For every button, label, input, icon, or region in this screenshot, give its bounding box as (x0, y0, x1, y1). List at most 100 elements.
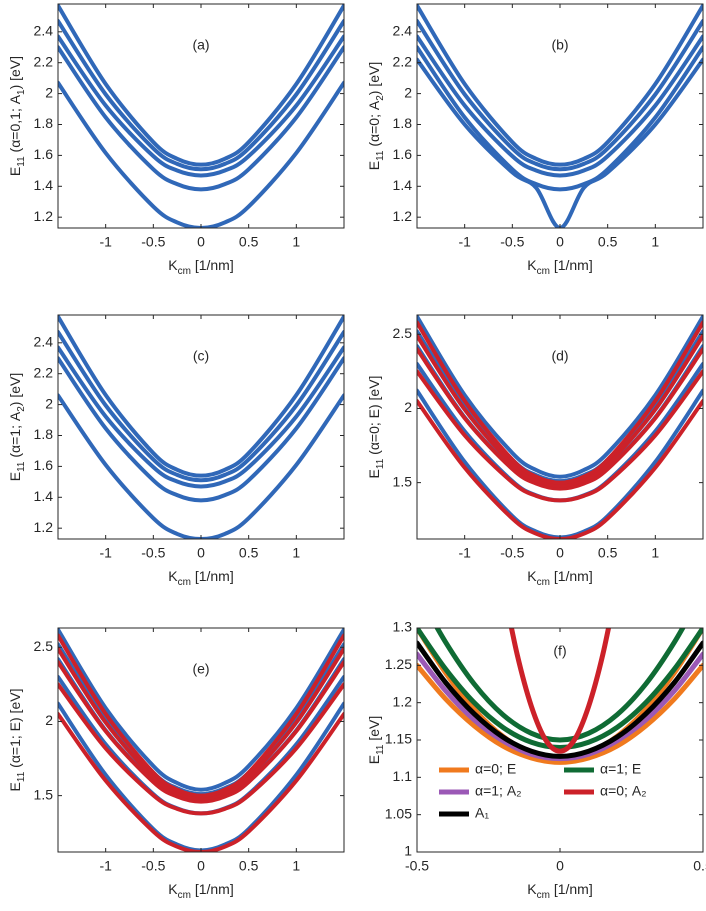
y-axis-label-part: 11 (16, 461, 27, 472)
x-axis-label-part: K (168, 257, 178, 273)
y-axis-label: E11 (α=1; E) [eV] (7, 689, 27, 792)
x-axis-label-part: cm (178, 266, 191, 277)
y-axis-label-part: 11 (375, 150, 386, 161)
x-axis-label-part: K (527, 881, 537, 897)
y-tick-label: 2.2 (393, 53, 413, 69)
x-tick-label: 0.5 (239, 858, 259, 874)
x-tick-label: -0.5 (500, 234, 524, 250)
curve (417, 18, 703, 172)
panel-label: (d) (551, 348, 568, 364)
y-axis-label-part: 11 (16, 771, 27, 782)
y-axis-label-part: 2 (375, 95, 386, 101)
x-tick-label: -1 (99, 858, 112, 874)
y-tick-label: 1.8 (34, 115, 54, 131)
x-tick-label: 0.5 (693, 858, 706, 874)
y-tick-label: 1.15 (385, 731, 412, 747)
y-tick-label: 2.2 (34, 364, 54, 380)
y-axis-label-part: 1 (16, 89, 27, 95)
y-tick-label: 2.2 (34, 53, 54, 69)
curve (417, 315, 703, 479)
x-axis-label-part: [1/nm] (191, 568, 234, 584)
y-tick-label: 1.05 (385, 805, 412, 821)
y-axis-label-part: E (7, 167, 23, 176)
x-tick-label: 1 (292, 858, 300, 874)
curve (58, 34, 344, 178)
curve (58, 657, 344, 803)
curve (417, 57, 703, 228)
x-tick-label: 0 (197, 234, 205, 250)
curve (417, 320, 703, 485)
curve (58, 345, 344, 489)
x-tick-label: 0.5 (598, 545, 618, 561)
y-tick-label: 1.25 (385, 656, 412, 672)
y-tick-label: 1.6 (34, 457, 54, 473)
x-tick-label: -1 (458, 234, 471, 250)
y-axis-label-part: ) [eV] (7, 373, 23, 406)
y-tick-label: 1.6 (34, 146, 54, 162)
curve (434, 628, 686, 743)
y-axis-label-part: 2 (16, 406, 27, 412)
x-tick-label: 0 (556, 234, 564, 250)
curve (58, 660, 344, 804)
x-axis-label-part: [1/nm] (550, 568, 593, 584)
y-tick-label: 2 (45, 395, 53, 411)
x-tick-label: 1 (651, 545, 659, 561)
x-axis-label: Kcm [1/nm] (527, 881, 592, 901)
x-axis-label-part: K (168, 568, 178, 584)
panel-label: (c) (193, 348, 209, 364)
x-tick-label: 0 (556, 545, 564, 561)
x-tick-label: -0.5 (500, 545, 524, 561)
x-tick-label: -1 (99, 545, 112, 561)
curve (58, 329, 344, 483)
x-axis-label-part: K (168, 881, 178, 897)
x-axis-label-part: cm (537, 266, 550, 277)
x-tick-label: 1 (292, 545, 300, 561)
y-tick-label: 1.4 (393, 177, 413, 193)
y-axis-label-part: 11 (375, 744, 386, 755)
curve (417, 369, 703, 503)
x-axis-label: Kcm [1/nm] (527, 568, 592, 588)
curve (58, 633, 344, 798)
curve (417, 640, 703, 759)
curve (58, 4, 344, 167)
y-tick-label: 1.2 (393, 693, 413, 709)
curve (417, 347, 703, 491)
y-axis-label-part: (α=0; A (366, 100, 382, 150)
x-axis-label-part: cm (537, 577, 550, 588)
panel-label: (f) (553, 643, 566, 659)
y-axis-label-part: 11 (375, 458, 386, 469)
y-tick-label: 2 (404, 399, 412, 415)
y-axis-label-part: ) [eV] (366, 62, 382, 95)
legend-label: α=0; E (475, 761, 516, 777)
y-axis-label-part: [eV] (366, 716, 382, 745)
y-tick-label: 1.3 (393, 619, 413, 635)
y-tick-label: 1.2 (34, 519, 54, 535)
y-axis-label: E11 (α=1; A2) [eV] (7, 373, 27, 482)
curve (508, 628, 612, 754)
y-tick-label: 1.4 (34, 488, 54, 504)
y-tick-label: 2 (404, 84, 412, 100)
y-tick-label: 2.4 (393, 23, 413, 39)
x-axis-label-part: cm (178, 890, 191, 901)
curve (58, 80, 344, 228)
x-tick-label: -0.5 (141, 858, 165, 874)
x-axis-label-part: [1/nm] (550, 881, 593, 897)
curve (58, 712, 344, 852)
y-tick-label: 1.5 (393, 473, 413, 489)
x-tick-label: 0.5 (598, 234, 618, 250)
y-axis-label-part: E (366, 161, 382, 170)
x-axis-label-part: K (527, 257, 537, 273)
curve (58, 682, 344, 816)
legend-label: α=0; A₂ (600, 783, 647, 799)
panel-label: (b) (551, 37, 568, 53)
y-axis-label-part: E (7, 472, 23, 481)
curve (417, 333, 703, 488)
curve (417, 4, 703, 167)
curve (58, 393, 344, 539)
y-tick-label: 2.5 (393, 325, 413, 341)
y-tick-label: 2 (45, 84, 53, 100)
x-axis-label-part: cm (537, 890, 550, 901)
y-axis-label-part: E (7, 782, 23, 791)
curve (417, 651, 703, 762)
x-tick-label: 0.5 (239, 545, 259, 561)
